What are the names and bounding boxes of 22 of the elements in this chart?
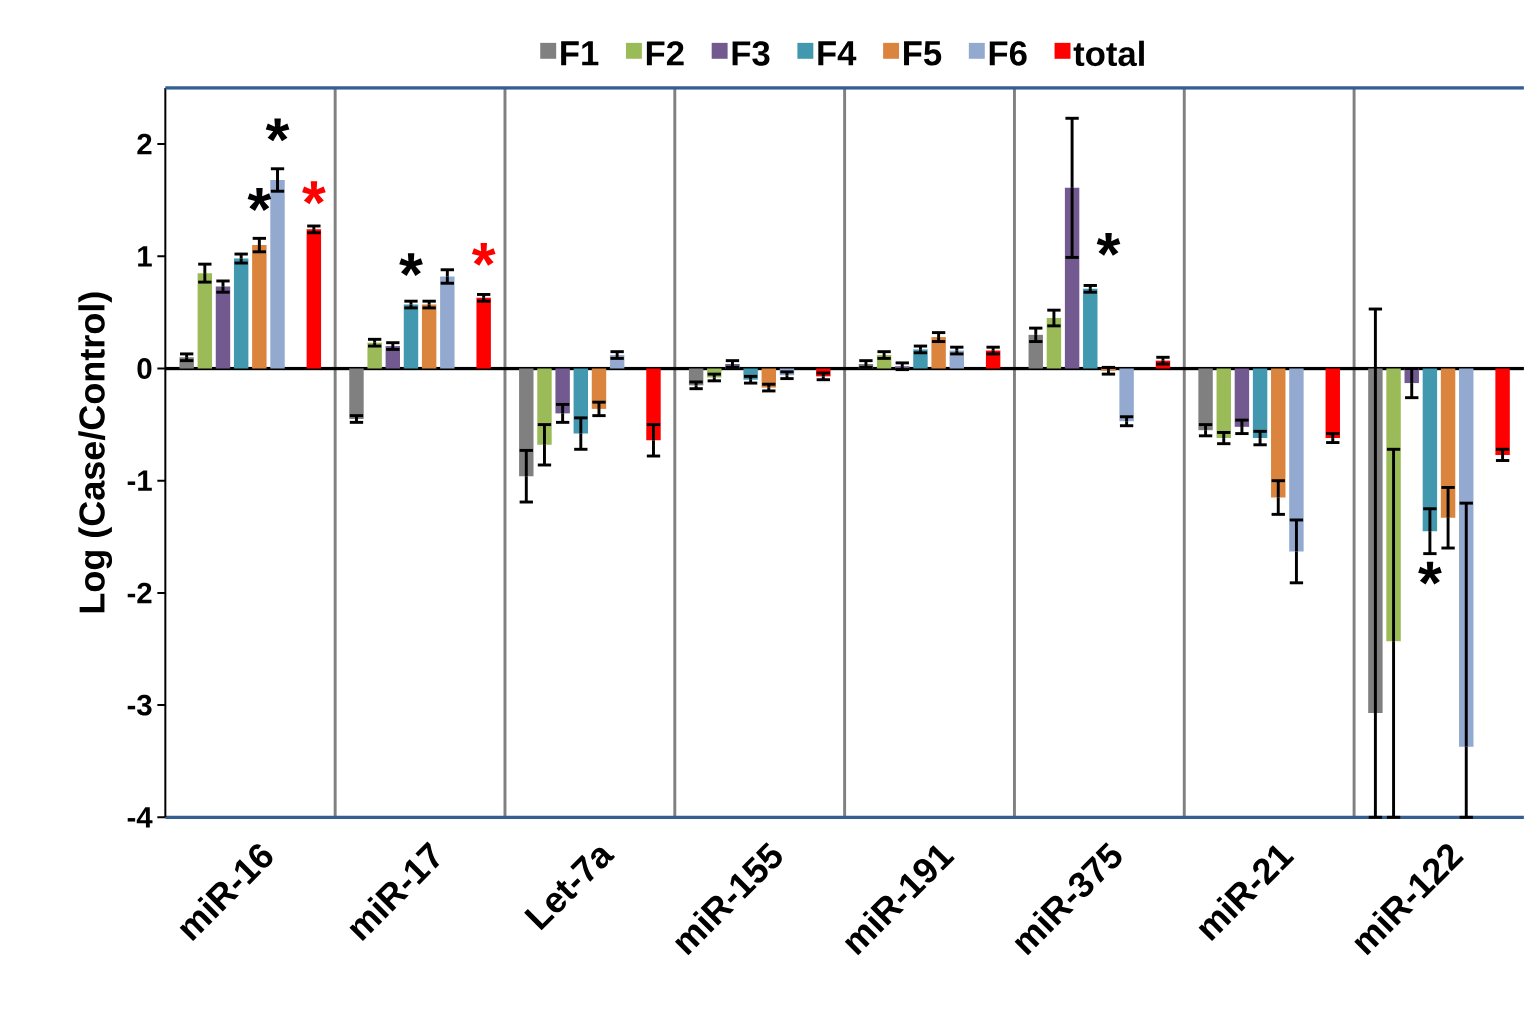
y-tick-label: -1 (127, 470, 152, 491)
y-tick-label: -3 (127, 694, 152, 716)
annotation: * (399, 253, 423, 276)
y-tick-label: 0 (137, 358, 152, 379)
legend-label: F3 (732, 41, 770, 66)
legend-label: F1 (561, 41, 599, 66)
y-tick-label: -2 (127, 582, 152, 604)
y-tick-label: 2 (137, 133, 152, 155)
annotation: * (1096, 232, 1121, 256)
legend-label: total (1073, 40, 1144, 67)
legend-label: F6 (989, 41, 1027, 66)
annotation: * (471, 243, 496, 266)
annotation: * (265, 118, 290, 142)
annotation: * (302, 181, 326, 205)
legend-label: F4 (818, 41, 857, 66)
annotation: * (1418, 561, 1442, 585)
legend-label: F5 (904, 41, 942, 66)
legend-label: F2 (646, 41, 684, 66)
y-tick-label: 1 (138, 246, 152, 267)
y-axis-title: Log (Case/Control) (78, 292, 113, 613)
y-tick-label: -4 (127, 807, 153, 828)
annotation: * (247, 188, 272, 211)
